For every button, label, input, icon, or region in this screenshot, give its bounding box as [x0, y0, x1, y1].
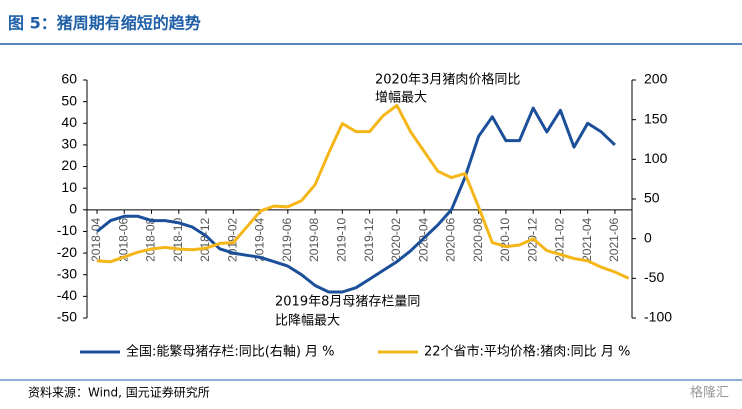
chart-title: 图 5：猪周期有缩短的趋势: [8, 14, 201, 33]
y2-tick-label: -50: [644, 269, 664, 285]
y-tick-label: 40: [61, 114, 77, 130]
y-tick-label: 30: [61, 136, 77, 152]
y-tick-label: -30: [57, 265, 77, 281]
legend-label: 全国:能繁母猪存栏:同比(右軸) 月 %: [126, 344, 335, 360]
y-tick-label: 0: [69, 201, 77, 217]
x-tick-label: 2019-12: [362, 217, 376, 261]
x-tick-label: 2018-06: [116, 217, 130, 261]
x-tick-label: 2018-04: [89, 217, 103, 261]
x-tick-label: 2021-06: [607, 217, 621, 261]
y-tick-label: -10: [57, 222, 77, 238]
y2-tick-label: -100: [644, 309, 672, 325]
legend-label: 22个省市:平均价格:猪肉:同比 月 %: [424, 344, 630, 360]
y2-tick-label: 100: [644, 150, 668, 166]
x-tick-label: 2018-10: [171, 217, 185, 261]
y-tick-label: -20: [57, 244, 77, 260]
annotation: 2019年8月母猪存栏量同: [275, 295, 420, 310]
y2-tick-label: 50: [644, 190, 660, 206]
y-tick-label: -40: [57, 287, 77, 303]
x-tick-label: 2019-08: [307, 217, 321, 261]
x-tick-label: 2021-04: [580, 217, 594, 261]
y-tick-label: -50: [57, 309, 77, 325]
y-tick-label: 50: [61, 92, 77, 108]
x-tick-label: 2020-10: [498, 217, 512, 261]
y-tick-label: 20: [61, 157, 77, 173]
x-tick-label: 2018-08: [144, 217, 158, 261]
y2-tick-label: 200: [644, 71, 668, 87]
series-line: [96, 106, 616, 294]
y2-tick-label: 150: [644, 110, 668, 126]
x-tick-label: 2020-08: [471, 217, 485, 261]
annotation: 2020年3月猪肉价格同比: [375, 72, 520, 88]
y-tick-label: 60: [61, 71, 77, 87]
watermark: 格隆汇: [690, 385, 729, 401]
x-tick-label: 2019-10: [335, 217, 349, 261]
x-tick-label: 2020-06: [444, 217, 458, 261]
x-tick-label: 2020-02: [389, 217, 403, 261]
x-tick-label: 2019-06: [280, 217, 294, 261]
annotation: 增幅最大: [375, 91, 427, 106]
x-tick-label: 2018-12: [198, 217, 212, 261]
x-tick-label: 2021-02: [553, 217, 567, 261]
series-line: [96, 103, 630, 280]
x-tick-label: 2019-04: [253, 217, 267, 261]
y-tick-label: 10: [61, 179, 77, 195]
annotation: 比降幅最大: [275, 314, 340, 329]
y2-tick-label: 0: [644, 229, 652, 245]
source: 资料来源：Wind, 国元证券研究所: [28, 385, 210, 400]
